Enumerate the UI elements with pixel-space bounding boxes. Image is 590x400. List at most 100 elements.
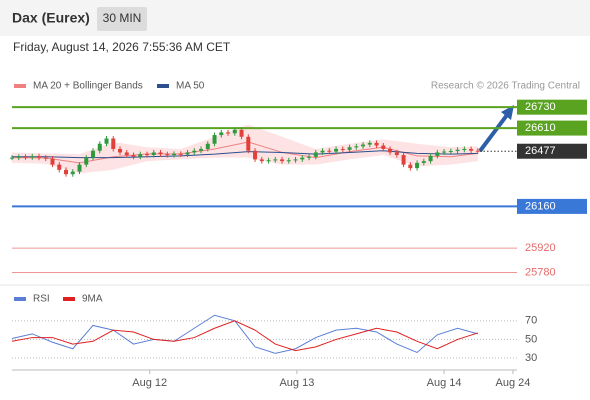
level-label: 26610 bbox=[525, 122, 556, 134]
candle-body bbox=[50, 158, 55, 165]
candle-body bbox=[138, 154, 143, 157]
candle-body bbox=[334, 148, 339, 152]
legend-swatch bbox=[63, 297, 75, 301]
candle-body bbox=[70, 171, 75, 175]
candle-body bbox=[239, 129, 244, 137]
x-tick-label: Aug 24 bbox=[496, 377, 531, 389]
candle-body bbox=[421, 161, 426, 163]
candle-body bbox=[91, 150, 96, 158]
candle-body bbox=[462, 148, 467, 150]
candle-body bbox=[111, 138, 116, 149]
candle-body bbox=[455, 149, 460, 152]
legend-label: RSI bbox=[33, 294, 50, 305]
y-tick-label: 30 bbox=[525, 352, 537, 364]
candle-body bbox=[448, 151, 453, 153]
candle-body bbox=[428, 155, 433, 162]
candle-body bbox=[212, 135, 217, 144]
timestamp: Friday, August 14, 2026 7:55:36 AM CET bbox=[13, 40, 231, 54]
candle-body bbox=[104, 138, 109, 144]
candle-body bbox=[232, 129, 237, 134]
candle-body bbox=[381, 145, 386, 149]
legend-swatch bbox=[14, 84, 26, 88]
candle-body bbox=[158, 152, 163, 155]
candle-body bbox=[131, 155, 136, 157]
candle-body bbox=[84, 157, 89, 165]
candle-body bbox=[43, 157, 48, 159]
candle-body bbox=[408, 164, 413, 169]
candle-body bbox=[307, 156, 312, 158]
candle-body bbox=[37, 156, 42, 158]
legend-swatch bbox=[14, 297, 26, 301]
candle-body bbox=[172, 153, 177, 156]
candle-body bbox=[30, 156, 35, 158]
candle-body bbox=[347, 147, 352, 150]
x-tick-label: Aug 12 bbox=[132, 377, 167, 389]
legend-swatch bbox=[157, 84, 169, 88]
candle-body bbox=[475, 150, 480, 152]
candle-body bbox=[361, 144, 366, 147]
timeframe-button[interactable] bbox=[97, 7, 147, 31]
level-label-box bbox=[517, 143, 587, 159]
forecast-arrowhead bbox=[501, 105, 514, 120]
y-tick-label: 50 bbox=[525, 333, 537, 345]
candle-body bbox=[374, 142, 379, 146]
legend-label: MA 20 + Bollinger Bands bbox=[33, 81, 143, 92]
level-label: 26160 bbox=[525, 200, 556, 212]
level-label-box bbox=[517, 99, 587, 115]
candle-body bbox=[388, 148, 393, 153]
candle-body bbox=[151, 152, 156, 156]
timeframe-label[interactable]: 30 MIN bbox=[103, 11, 142, 25]
legend-label: 9MA bbox=[82, 294, 103, 305]
candle-body bbox=[23, 156, 28, 158]
candle-body bbox=[145, 154, 150, 156]
level-label-box bbox=[517, 198, 587, 214]
indicator-line bbox=[11, 320, 478, 352]
indicator-line bbox=[11, 314, 478, 354]
candle-body bbox=[354, 146, 359, 148]
candle-body bbox=[97, 143, 102, 151]
candle-body bbox=[286, 160, 291, 162]
candle-body bbox=[64, 169, 69, 175]
level-label: 26477 bbox=[525, 145, 556, 157]
candle-body bbox=[367, 142, 372, 145]
candle-body bbox=[415, 162, 420, 169]
candle-body bbox=[300, 157, 305, 160]
candle-body bbox=[192, 150, 197, 153]
candle-body bbox=[10, 157, 14, 159]
instrument-title: Dax (Eurex) bbox=[12, 10, 90, 26]
candle-body bbox=[124, 152, 129, 156]
candle-body bbox=[394, 152, 399, 156]
candle-body bbox=[469, 148, 474, 151]
candle-body bbox=[340, 148, 345, 150]
candle-body bbox=[313, 152, 318, 157]
candle-body bbox=[253, 150, 258, 160]
candle-body bbox=[442, 151, 447, 153]
candle-body bbox=[246, 136, 251, 151]
candle-body bbox=[320, 150, 325, 153]
level-label-box bbox=[517, 120, 587, 136]
candle-body bbox=[435, 152, 440, 156]
candle-body bbox=[273, 159, 278, 161]
candle-body bbox=[178, 153, 183, 155]
candle-body bbox=[16, 156, 21, 158]
y-tick-label: 70 bbox=[525, 315, 537, 327]
candle-body bbox=[219, 132, 224, 136]
candle-body bbox=[266, 160, 271, 162]
legend-label: MA 50 bbox=[176, 81, 205, 92]
candle-body bbox=[205, 143, 210, 149]
forecast-arrow bbox=[478, 113, 509, 153]
x-tick-label: Aug 13 bbox=[279, 377, 314, 389]
candle-body bbox=[259, 159, 264, 162]
source: Research © 2026 Trading Central bbox=[431, 81, 580, 92]
candle-body bbox=[57, 164, 62, 170]
candle-body bbox=[185, 152, 190, 155]
candle-body bbox=[118, 148, 123, 153]
candle-body bbox=[327, 150, 332, 152]
candle-body bbox=[280, 159, 285, 162]
level-label: 25920 bbox=[525, 242, 556, 254]
candle-body bbox=[165, 154, 170, 156]
candle-body bbox=[401, 155, 406, 165]
level-label: 25780 bbox=[525, 266, 556, 278]
x-tick-label: Aug 14 bbox=[427, 377, 462, 389]
